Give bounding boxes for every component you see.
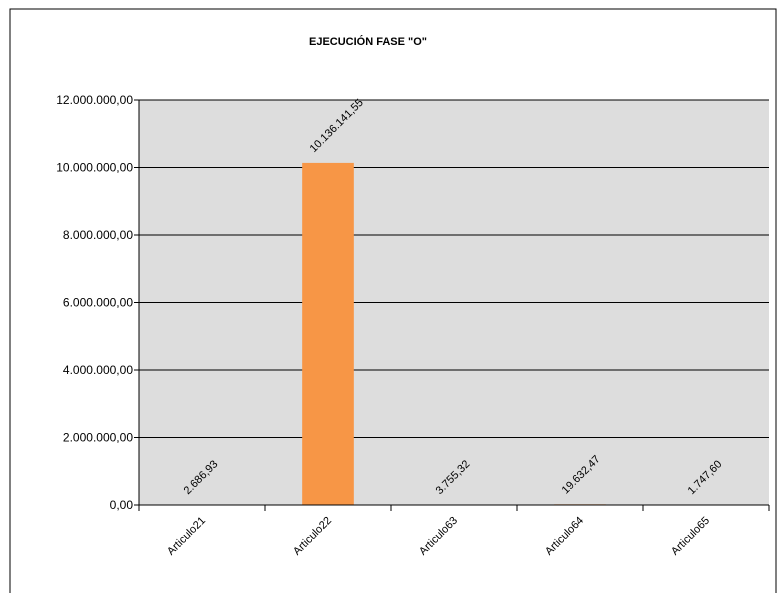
chart-border — [9, 8, 777, 593]
chart-title: EJECUCIÓN FASE "O" — [309, 35, 427, 48]
x-tick-label: Articulo65 — [669, 515, 712, 558]
y-tick-label: 8.000.000,00 — [63, 228, 133, 242]
y-tick-labels: 0,00 2.000.000,00 4.000.000,00 6.000.000,00… — [56, 93, 133, 512]
bar — [302, 162, 354, 506]
y-tick-label: 4.000.000,00 — [63, 363, 133, 377]
x-tick-labels: Articulo21 Articulo22 Articulo63 Articulo64… — [165, 515, 712, 558]
gridlines — [139, 99, 769, 438]
y-tick-label: 6.000.000,00 — [63, 296, 133, 310]
x-tick-label: Articulo21 — [165, 515, 208, 558]
y-tick-label: 12.000.000,00 — [56, 93, 133, 107]
x-tick-label: Articulo22 — [291, 515, 334, 558]
y-tick-label: 10.000.000,00 — [56, 161, 133, 175]
y-tick-label: 2.000.000,00 — [63, 431, 133, 445]
x-tick-label: Articulo64 — [543, 515, 586, 558]
axes — [134, 99, 770, 511]
x-tick-label: Articulo63 — [417, 515, 460, 558]
y-tick-label: 0,00 — [110, 498, 134, 512]
